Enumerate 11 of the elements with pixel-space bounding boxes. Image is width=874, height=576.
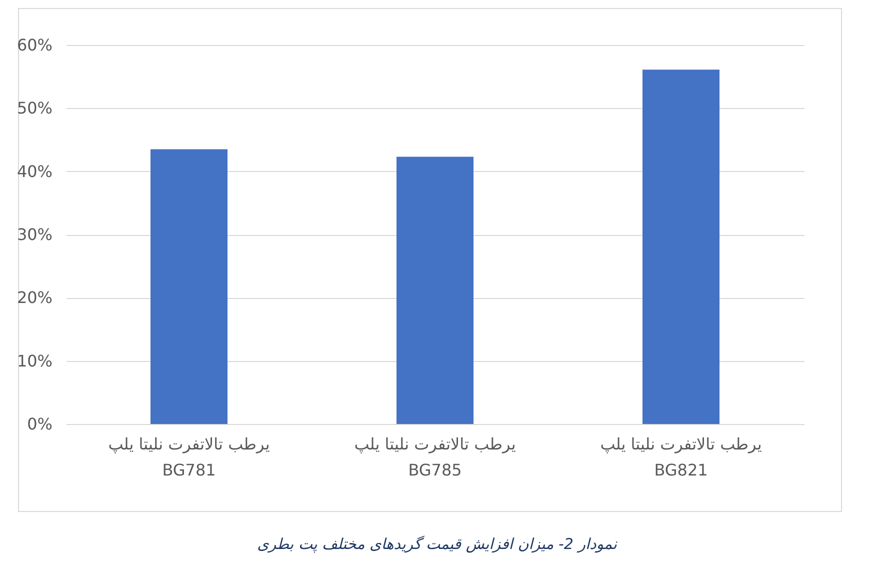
bar: [396, 156, 474, 424]
bar: [642, 70, 720, 424]
y-tick-label: 60%: [16, 36, 52, 54]
text: نمودار 2- میزان افزایش قیمت گریدهای مختلف پت بطری: [256, 535, 618, 553]
y-tick-label: 10%: [16, 351, 52, 370]
y-tick-label: 20%: [16, 288, 52, 308]
y-tick-label: 30%: [16, 225, 52, 244]
y-tick-label: 40%: [16, 162, 52, 181]
bar: [150, 149, 228, 424]
y-tick-label: 0%: [27, 414, 52, 434]
y-tick-label: 50%: [16, 98, 52, 118]
